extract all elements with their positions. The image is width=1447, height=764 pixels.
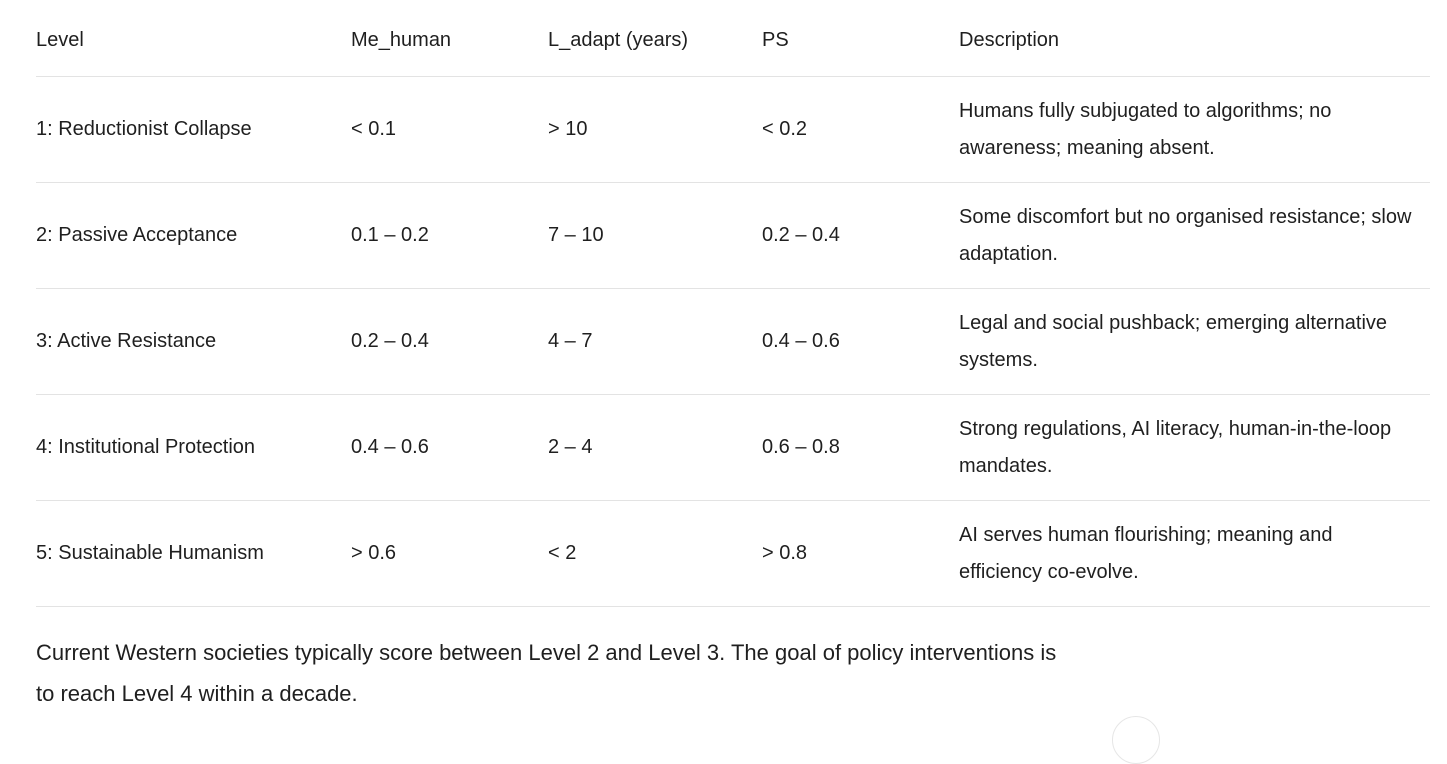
column-header: Level <box>36 5 351 77</box>
table-cell: 1: Reductionist Collapse <box>36 76 351 183</box>
column-header: PS <box>762 5 959 77</box>
table-cell: 3: Active Resistance <box>36 288 351 395</box>
column-header: Description <box>959 5 1430 77</box>
table-row: 2: Passive Acceptance 0.1 – 0.2 7 – 10 0.2 … <box>36 182 1430 289</box>
page: {"table": { "headers": ["Level", "Me_hum… <box>36 5 1430 764</box>
table-cell: Strong regulations, AI literacy, human-i… <box>959 394 1430 501</box>
table-row: 4: Institutional Protection 0.4 – 0.6 2 – … <box>36 394 1430 501</box>
table-cell: 0.4 – 0.6 <box>762 288 959 395</box>
table-cell: 5: Sustainable Humanism <box>36 500 351 607</box>
table-cell: < 0.2 <box>762 76 959 183</box>
scroll-button[interactable] <box>1112 716 1160 764</box>
table-cell: 0.2 – 0.4 <box>351 288 548 395</box>
table-cell: 4 – 7 <box>548 288 762 395</box>
table-cell: AI serves human flourishing; meaning and… <box>959 500 1430 607</box>
table-cell: 7 – 10 <box>548 182 762 289</box>
table-row: 1: Reductionist Collapse < 0.1 > 10 < 0.2 Hu… <box>36 76 1430 183</box>
table-row: 3: Active Resistance 0.2 – 0.4 4 – 7 0.4 – … <box>36 288 1430 395</box>
table-cell: 0.1 – 0.2 <box>351 182 548 289</box>
table-cell: Some discomfort but no organised resista… <box>959 182 1430 289</box>
levels-table: Level Me_human L_adapt (years) PS Descriptio… <box>36 5 1430 607</box>
note: Current Western societies typically scor… <box>36 640 1057 706</box>
column-header: Me_human <box>351 5 548 77</box>
table-cell: > 10 <box>548 76 762 183</box>
table-cell: 4: Institutional Protection <box>36 394 351 501</box>
table-cell: 0.6 – 0.8 <box>762 394 959 501</box>
column-header: L_adapt (years) <box>548 5 762 77</box>
table-cell: Legal and social pushback; emerging alte… <box>959 288 1430 395</box>
table-cell: 2 – 4 <box>548 394 762 501</box>
table-cell: 0.2 – 0.4 <box>762 182 959 289</box>
table-cell: < 0.1 <box>351 76 548 183</box>
table-cell: < 2 <box>548 500 762 607</box>
header-row: Level Me_human L_adapt (years) PS Descriptio… <box>36 5 1430 77</box>
table-cell: Humans fully subjugated to algorithms; n… <box>959 76 1430 183</box>
table-cell: 2: Passive Acceptance <box>36 182 351 289</box>
table-row: 5: Sustainable Humanism > 0.6 < 2 > 0.8 AI s… <box>36 500 1430 607</box>
table-cell: 0.4 – 0.6 <box>351 394 548 501</box>
table-cell: > 0.6 <box>351 500 548 607</box>
table-cell: > 0.8 <box>762 500 959 607</box>
